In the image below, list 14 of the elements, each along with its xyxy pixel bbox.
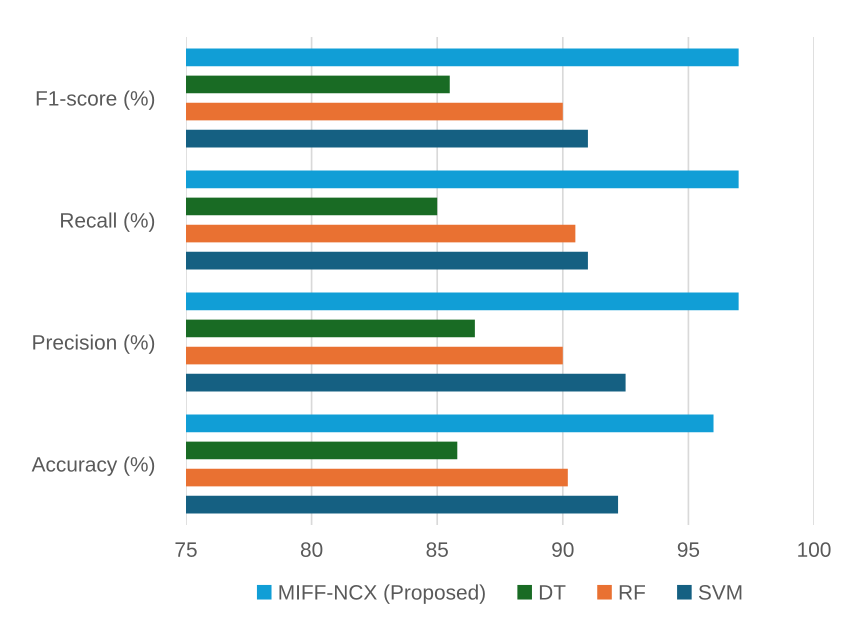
y-tick-label: Precision (%) [33, 334, 154, 354]
y-tick-label: Recall (%) [61, 212, 154, 232]
y-tick-label: F1-score (%) [36, 90, 154, 110]
y-tick-label: Accuracy (%) [32, 456, 154, 476]
x-tick-label: 80 [300, 542, 322, 557]
x-tick-label: 75 [175, 542, 197, 557]
x-tick-label: 100 [798, 542, 831, 557]
x-tick-label: 90 [552, 542, 574, 557]
legend-label: RF [620, 585, 645, 600]
legend-label: SVM [698, 584, 742, 600]
x-tick-label: 85 [426, 542, 448, 557]
legend-label: MIFF-NCX (Proposed) [279, 584, 485, 604]
legend-label: DT [540, 585, 566, 600]
x-tick-label: 95 [678, 542, 700, 557]
